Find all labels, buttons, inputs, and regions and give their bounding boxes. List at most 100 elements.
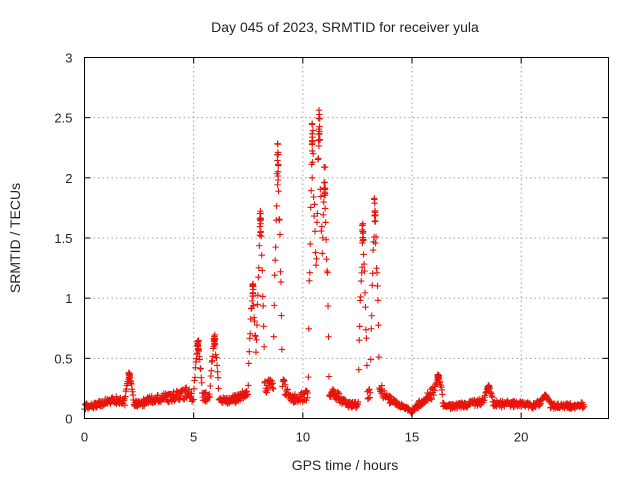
data-point bbox=[194, 338, 202, 346]
data-point bbox=[186, 386, 193, 393]
data-point bbox=[315, 142, 323, 150]
data-point bbox=[270, 333, 277, 340]
y-tick-label: 2 bbox=[65, 171, 72, 186]
data-point bbox=[277, 268, 284, 275]
data-point bbox=[258, 251, 265, 259]
data-point bbox=[256, 242, 263, 249]
tick-labels: 0 5 10 15 20 0 0.5 1 1.5 2 2.5 3 bbox=[54, 51, 528, 445]
data-point bbox=[320, 211, 327, 219]
data-point bbox=[372, 211, 379, 219]
data-point bbox=[318, 223, 325, 230]
axis-ticks bbox=[84, 57, 609, 419]
data-point bbox=[121, 402, 129, 409]
data-point bbox=[320, 163, 328, 171]
data-point bbox=[309, 158, 316, 166]
data-point bbox=[276, 216, 283, 224]
chart-title: Day 045 of 2023, SRMTID for receiver yul… bbox=[211, 19, 479, 35]
data-point bbox=[274, 157, 281, 164]
data-point bbox=[439, 391, 446, 398]
data-point bbox=[316, 136, 323, 143]
x-tick-label: 15 bbox=[405, 430, 419, 445]
data-point bbox=[386, 392, 394, 400]
data-point bbox=[359, 234, 366, 241]
data-point bbox=[271, 271, 278, 279]
data-point bbox=[254, 301, 261, 308]
data-point bbox=[363, 334, 370, 342]
data-point bbox=[308, 130, 316, 137]
data-point bbox=[319, 234, 326, 242]
data-point bbox=[275, 187, 282, 195]
data-point bbox=[245, 360, 252, 367]
data-point bbox=[255, 274, 262, 281]
data-point bbox=[355, 398, 362, 406]
data-point bbox=[261, 378, 269, 385]
data-point bbox=[207, 372, 215, 380]
data-point bbox=[359, 239, 366, 247]
x-tick-label: 20 bbox=[514, 430, 528, 445]
data-point bbox=[194, 345, 202, 352]
data-point bbox=[314, 210, 321, 217]
data-point bbox=[271, 257, 279, 264]
data-point bbox=[309, 147, 316, 155]
data-point bbox=[213, 362, 221, 369]
data-point bbox=[362, 303, 369, 311]
data-point bbox=[580, 403, 588, 410]
data-point bbox=[372, 233, 380, 241]
data-point bbox=[190, 385, 198, 393]
data-point bbox=[259, 267, 266, 274]
data-point bbox=[194, 342, 201, 349]
data-point bbox=[374, 297, 382, 304]
data-point bbox=[273, 202, 280, 210]
data-point bbox=[312, 249, 319, 256]
data-point bbox=[357, 293, 364, 301]
data-point bbox=[206, 393, 214, 401]
data-point bbox=[214, 368, 221, 376]
data-point bbox=[190, 396, 197, 403]
data-point bbox=[284, 386, 291, 393]
data-point bbox=[211, 336, 218, 343]
data-point bbox=[277, 278, 285, 286]
data-point bbox=[316, 115, 323, 123]
data-point bbox=[360, 251, 367, 258]
data-point bbox=[372, 239, 379, 247]
data-point bbox=[375, 353, 383, 361]
data-point bbox=[254, 292, 262, 299]
data-point bbox=[322, 236, 330, 243]
data-point bbox=[321, 205, 329, 212]
data-point bbox=[202, 389, 210, 396]
x-tick-label: 10 bbox=[296, 430, 310, 445]
data-point bbox=[274, 168, 282, 175]
data-point bbox=[271, 302, 278, 309]
data-point bbox=[305, 325, 313, 332]
data-point bbox=[323, 255, 330, 263]
data-point bbox=[366, 386, 373, 393]
data-point bbox=[485, 382, 493, 389]
data-point bbox=[367, 389, 374, 397]
data-point bbox=[369, 282, 376, 289]
data-point bbox=[252, 332, 259, 340]
data-point bbox=[176, 396, 183, 404]
data-point bbox=[315, 114, 322, 122]
data-point bbox=[252, 348, 260, 356]
data-point bbox=[355, 366, 362, 373]
data-point bbox=[126, 374, 134, 382]
data-point bbox=[306, 269, 313, 276]
data-point bbox=[371, 218, 379, 225]
y-tick-label: 0.5 bbox=[54, 351, 72, 366]
data-point bbox=[192, 364, 199, 371]
data-point bbox=[361, 289, 369, 297]
data-point bbox=[309, 127, 317, 134]
data-point bbox=[428, 395, 435, 403]
data-point bbox=[313, 219, 321, 226]
data-point bbox=[430, 391, 437, 399]
y-tick-label: 2.5 bbox=[54, 111, 72, 126]
data-point bbox=[371, 200, 378, 207]
data-point bbox=[309, 139, 316, 147]
data-point bbox=[435, 372, 442, 379]
data-point bbox=[304, 389, 312, 397]
data-point bbox=[356, 323, 363, 330]
data-point bbox=[214, 374, 222, 381]
data-point bbox=[260, 343, 268, 350]
data-point bbox=[282, 381, 289, 388]
data-point bbox=[321, 179, 328, 186]
